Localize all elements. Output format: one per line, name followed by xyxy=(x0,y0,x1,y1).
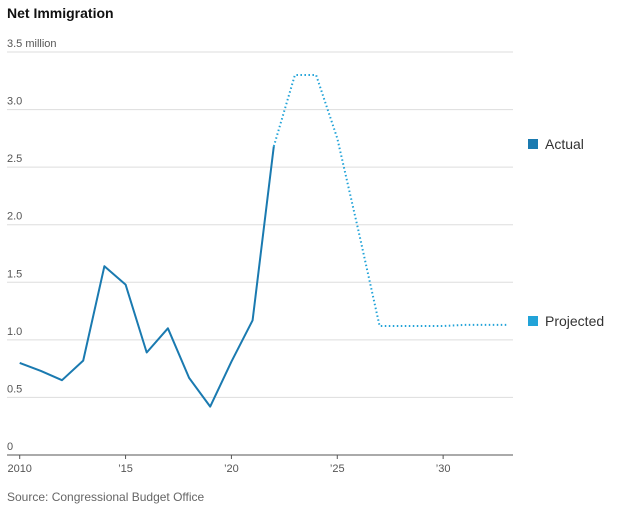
y-tick-label: 1.5 xyxy=(7,268,22,280)
x-tick-label: ’25 xyxy=(330,463,345,475)
source-note: Source: Congressional Budget Office xyxy=(7,490,205,504)
series-line-actual xyxy=(19,146,275,408)
legend-actual-swatch xyxy=(528,139,538,149)
legend-actual: Actual xyxy=(528,136,584,152)
y-tick-label: 3.5 million xyxy=(7,38,57,50)
y-tick-label: 2.0 xyxy=(7,211,22,223)
x-tick-label: 2010 xyxy=(7,463,31,475)
series-lines xyxy=(19,74,507,408)
y-axis-ticks: 0 0.5 1.0 1.5 2.0 2.5 3.0 3.5 million xyxy=(7,38,57,453)
legend-projected-swatch xyxy=(528,316,538,326)
y-tick-label: 3.0 xyxy=(7,96,22,108)
x-axis: 2010 ’15 ’20 ’25 ’30 xyxy=(7,454,513,475)
y-tick-label: 0 xyxy=(7,441,13,453)
y-tick-label: 0.5 xyxy=(7,383,22,395)
gridlines xyxy=(7,51,513,398)
line-chart: 0 0.5 1.0 1.5 2.0 2.5 3.0 3.5 million 2010 ’15 ’2… xyxy=(7,38,513,475)
x-tick-label: ’15 xyxy=(118,463,133,475)
series-line-projected xyxy=(272,74,507,327)
chart-title: Net Immigration xyxy=(7,5,114,21)
legend-projected: Projected xyxy=(528,313,604,329)
y-tick-label: 1.0 xyxy=(7,326,22,338)
legend-projected-label: Projected xyxy=(545,313,605,329)
legend-actual-label: Actual xyxy=(545,136,584,152)
x-tick-label: ’20 xyxy=(224,463,239,475)
y-tick-label: 2.5 xyxy=(7,153,22,165)
x-tick-label: ’30 xyxy=(436,463,451,475)
